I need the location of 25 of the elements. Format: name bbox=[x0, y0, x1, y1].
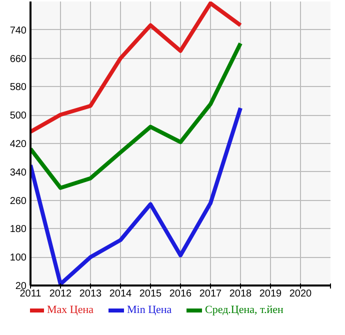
x-tick-label: 2017 bbox=[199, 288, 222, 300]
y-tick-label: 740 bbox=[10, 25, 27, 36]
line-series bbox=[30, 41, 242, 190]
x-tick-label: 2015 bbox=[139, 288, 162, 300]
x-tick-label: 2016 bbox=[169, 288, 192, 300]
x-tick-label: 2014 bbox=[109, 288, 132, 300]
y-tick-label: 420 bbox=[10, 139, 27, 150]
x-tick-label: 2018 bbox=[229, 288, 252, 300]
legend-label: Max Цена bbox=[47, 304, 94, 316]
x-tick-label: 2011 bbox=[20, 288, 42, 300]
y-tick-label: 180 bbox=[10, 224, 27, 236]
y-tick-label: 340 bbox=[10, 167, 27, 178]
line-series bbox=[30, 2, 242, 134]
x-tick-label: 2013 bbox=[79, 288, 102, 300]
line-series bbox=[30, 106, 242, 286]
legend-label: Min Цена bbox=[127, 304, 172, 316]
legend-label: Сред.Цена, т.йен bbox=[205, 304, 284, 316]
x-tick-label: 2020 bbox=[289, 288, 312, 300]
y-tick-label: 500 bbox=[10, 110, 27, 122]
y-tick-label: 660 bbox=[10, 54, 27, 65]
x-tick-label: 2019 bbox=[259, 288, 282, 300]
y-tick-label: 260 bbox=[10, 196, 27, 207]
x-tick-label: 2012 bbox=[49, 288, 72, 300]
y-tick-label: 100 bbox=[10, 252, 27, 264]
y-tick-label: 580 bbox=[10, 82, 27, 94]
